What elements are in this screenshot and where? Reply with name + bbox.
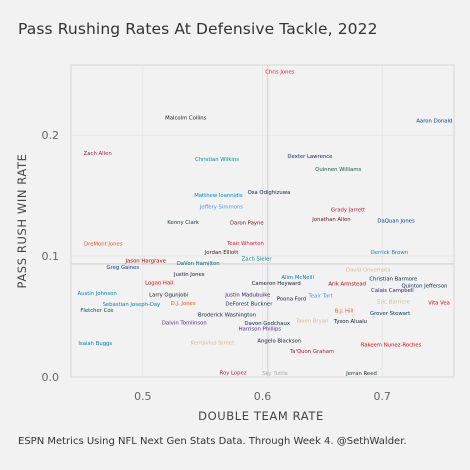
player-label: B.J. Hill (335, 308, 354, 314)
player-label: Angelo Blackson (257, 339, 301, 345)
y-tick-label: 0.2 (42, 129, 60, 142)
y-tick-label: 0.1 (42, 250, 60, 263)
player-label: Roy Lopez (220, 370, 247, 376)
x-axis-title: DOUBLE TEAM RATE (198, 409, 324, 423)
player-label: Davon Godchaux (245, 321, 290, 327)
player-label: Christian Wilkins (195, 157, 239, 163)
player-label: Alim McNeill (281, 275, 314, 281)
chart-caption: ESPN Metrics Using NFL Next Gen Stats Da… (18, 436, 407, 447)
y-axis-ticks: 0.0 0.1 0.2 (42, 129, 60, 384)
player-label: Teair Tart (308, 293, 333, 299)
player-label: Chris Jones (265, 69, 295, 75)
player-label: Vita Vea (428, 301, 450, 307)
player-label: DeForest Buckner (225, 301, 273, 307)
player-label: Malcolm Collins (165, 115, 206, 121)
player-label: Sky Tuttle (262, 371, 288, 377)
player-label: Ta'Quon Graham (289, 349, 334, 355)
player-label: D.J. Jones (171, 301, 196, 307)
player-label: Osa Odighizuwa (248, 190, 291, 196)
player-label: Quinnen Williams (315, 167, 361, 173)
player-label: Justin Madubuike (224, 292, 270, 298)
player-label: Daron Payne (230, 221, 264, 227)
player-label: Tyson Alualu (333, 319, 367, 325)
player-label: Justin Jones (173, 272, 205, 278)
player-label: DreMont Jones (84, 242, 123, 248)
player-label: Jordan Elliott (204, 250, 239, 256)
player-label: Kentavius Street (191, 340, 235, 346)
player-label: Grover Stewart (370, 311, 410, 317)
player-label: Jason Hargrave (125, 258, 166, 264)
x-tick-label: 0.6 (254, 390, 272, 403)
player-label: Matthew Ioannidis (194, 193, 243, 199)
player-label: Arik Armstead (328, 281, 366, 287)
player-label: David Onyemata (346, 267, 391, 273)
player-label: Jeffery Simmons (199, 205, 243, 211)
y-axis-title: PASS RUSH WIN RATE (15, 154, 29, 289)
player-label: Greg Gaines (106, 265, 139, 271)
player-label: Zach Allen (84, 151, 112, 157)
x-tick-label: 0.7 (373, 390, 391, 403)
player-label: DaVon Hamilton (177, 261, 220, 267)
mean-reference-lines (71, 65, 454, 377)
player-label: Logan Hall (145, 280, 173, 286)
player-label: Quinton Jefferson (401, 284, 447, 290)
player-label: Broderick Washington (198, 313, 256, 319)
player-label: DaQuan Jones (377, 219, 415, 225)
player-label: Zach Sieler (242, 256, 273, 262)
player-label: Jerran Reed (345, 371, 377, 377)
player-label: Christian Barmore (369, 277, 417, 283)
player-label: Dalvin Tomlinson (162, 321, 207, 327)
player-label: Kenny Clark (167, 220, 200, 226)
x-tick-label: 0.5 (134, 390, 152, 403)
player-label: Fletcher Cox (80, 308, 113, 314)
player-label: Taven Bryan (295, 319, 329, 325)
player-label: Teair Wharton (226, 241, 264, 247)
player-label: Eric Barriere (377, 300, 410, 306)
y-tick-label: 0.0 (42, 371, 60, 384)
player-label: Harrison Phillips (239, 326, 282, 332)
chart-title: Pass Rushing Rates At Defensive Tackle, … (18, 20, 378, 38)
player-label: Calais Campbell (371, 288, 414, 294)
player-label: Jonathan Allen (311, 217, 350, 223)
player-label: Aaron Donald (416, 118, 452, 124)
player-label: Austin Johnson (77, 291, 116, 297)
x-axis-ticks: 0.5 0.6 0.7 (134, 390, 391, 403)
player-label: Larry Ogunjobi (149, 292, 188, 298)
player-label: Dexter Lawrence (287, 154, 332, 160)
player-label: Cameron Heyward (252, 281, 301, 287)
player-label: Isaiah Buggs (78, 341, 112, 347)
player-label: Derrick Brown (371, 250, 408, 256)
player-label: Grady Jarrett (331, 207, 365, 213)
player-label: Rakeem Nunez-Roches (361, 342, 422, 348)
grid-lines (71, 65, 454, 378)
player-label: Sebastian Joseph-Day (103, 302, 161, 308)
player-label: Poona Ford (277, 297, 306, 303)
player-labels: Chris Jones Aaron Donald Malcolm Collins Za… (77, 69, 452, 377)
